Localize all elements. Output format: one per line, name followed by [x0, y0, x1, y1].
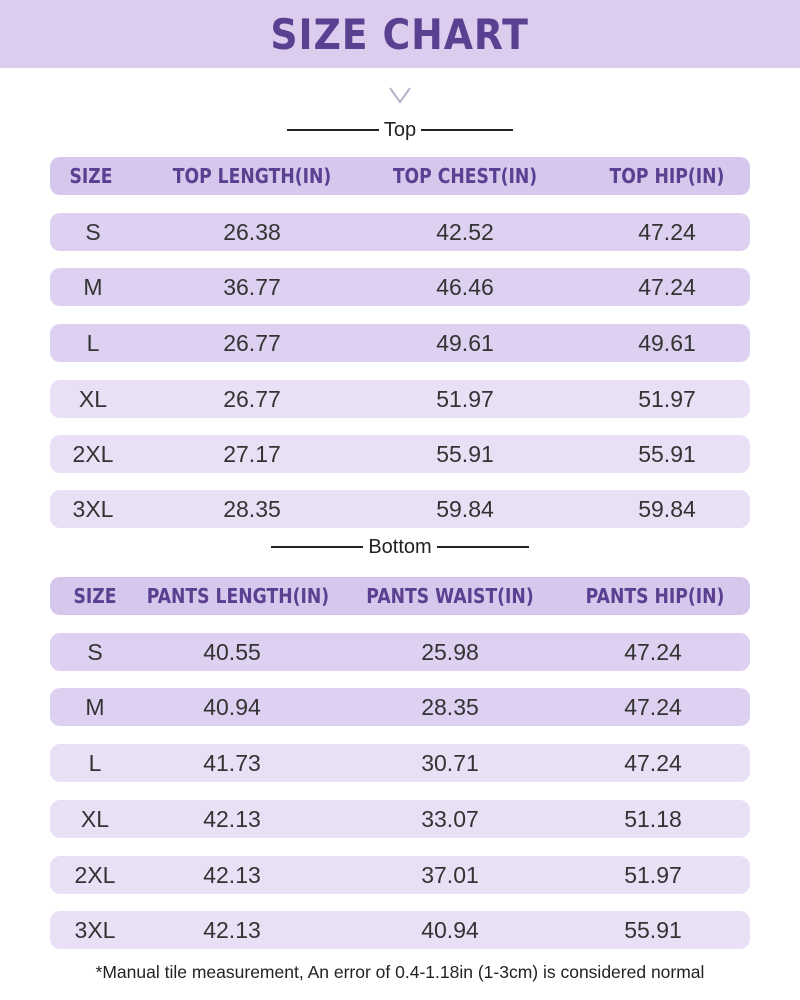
header-cell: TOP LENGTH(IN) — [172, 164, 332, 188]
divider-line — [271, 546, 364, 548]
table-cell: 47.24 — [638, 219, 696, 245]
table-row: L 26.77 49.61 49.61 — [50, 324, 750, 362]
table-cell: 51.97 — [624, 862, 682, 888]
table-cell: 42.13 — [203, 806, 261, 832]
table-cell: 40.94 — [203, 694, 261, 720]
table-row: S 40.55 25.98 47.24 — [50, 633, 750, 671]
header-cell: SIZE — [73, 584, 117, 608]
table-cell: 55.91 — [436, 441, 494, 467]
table-row: L 41.73 30.71 47.24 — [50, 744, 750, 782]
table-cell: 25.98 — [421, 639, 479, 665]
page-title: SIZE CHART — [270, 9, 530, 59]
table-cell: 49.61 — [436, 330, 494, 356]
divider-line — [436, 546, 529, 548]
title-banner: SIZE CHART — [0, 0, 800, 68]
table-row: 2XL 27.17 55.91 55.91 — [50, 435, 750, 473]
table-cell: 28.35 — [223, 496, 281, 522]
table-cell: 46.46 — [436, 274, 494, 300]
bottom-table-header: SIZE PANTS LENGTH(IN) PANTS WAIST(IN) PA… — [50, 577, 750, 615]
table-row: S 26.38 42.52 47.24 — [50, 213, 750, 251]
table-cell: 55.91 — [638, 441, 696, 467]
divider-line — [421, 129, 514, 131]
header-cell: PANTS HIP(IN) — [585, 584, 725, 608]
header-cell: SIZE — [69, 164, 113, 188]
table-cell: 49.61 — [638, 330, 696, 356]
size-cell: L — [88, 750, 102, 776]
table-cell: 59.84 — [436, 496, 494, 522]
table-cell: 55.91 — [624, 917, 682, 943]
divider-line — [286, 129, 379, 131]
table-row: 2XL 42.13 37.01 51.97 — [50, 856, 750, 894]
table-cell: 26.38 — [223, 219, 281, 245]
table-cell: 51.97 — [436, 386, 494, 412]
size-cell: M — [85, 694, 105, 720]
size-cell: XL — [80, 806, 110, 832]
size-cell: S — [85, 219, 101, 245]
header-cell: PANTS WAIST(IN) — [366, 584, 534, 608]
table-cell: 47.24 — [624, 750, 682, 776]
table-cell: 47.24 — [624, 694, 682, 720]
size-cell: 3XL — [74, 917, 116, 943]
table-cell: 40.55 — [203, 639, 261, 665]
table-cell: 41.73 — [203, 750, 261, 776]
size-cell: L — [86, 330, 100, 356]
table-cell: 37.01 — [421, 862, 479, 888]
table-cell: 30.71 — [421, 750, 479, 776]
size-cell: 2XL — [74, 862, 116, 888]
size-cell: 3XL — [72, 496, 114, 522]
table-cell: 36.77 — [223, 274, 281, 300]
table-cell: 51.18 — [624, 806, 682, 832]
table-row: 3XL 42.13 40.94 55.91 — [50, 911, 750, 949]
table-cell: 42.13 — [203, 862, 261, 888]
size-cell: S — [87, 639, 103, 665]
table-cell: 42.52 — [436, 219, 494, 245]
size-cell: XL — [78, 386, 108, 412]
table-cell: 28.35 — [421, 694, 479, 720]
table-cell: 33.07 — [421, 806, 479, 832]
table-cell: 47.24 — [624, 639, 682, 665]
top-label-text: Top — [383, 118, 417, 141]
table-row: M 40.94 28.35 47.24 — [50, 688, 750, 726]
measurement-footnote: *Manual tile measurement, An error of 0.… — [95, 962, 705, 982]
table-row: XL 26.77 51.97 51.97 — [50, 380, 750, 418]
header-cell: TOP HIP(IN) — [609, 164, 725, 188]
chevron-down-icon — [389, 87, 411, 104]
table-row: M 36.77 46.46 47.24 — [50, 268, 750, 306]
table-cell: 51.97 — [638, 386, 696, 412]
table-cell: 59.84 — [638, 496, 696, 522]
table-cell: 27.17 — [223, 441, 281, 467]
size-cell: 2XL — [72, 441, 114, 467]
table-cell: 26.77 — [223, 330, 281, 356]
top-table-header: SIZE TOP LENGTH(IN) TOP CHEST(IN) TOP HI… — [50, 157, 750, 195]
header-cell: PANTS LENGTH(IN) — [146, 584, 330, 608]
table-cell: 26.77 — [223, 386, 281, 412]
header-cell: TOP CHEST(IN) — [392, 164, 538, 188]
table-row: XL 42.13 33.07 51.18 — [50, 800, 750, 838]
table-cell: 42.13 — [203, 917, 261, 943]
table-cell: 47.24 — [638, 274, 696, 300]
top-section-label: Top — [0, 118, 800, 142]
table-cell: 40.94 — [421, 917, 479, 943]
bottom-section-label: Bottom — [0, 535, 800, 559]
size-cell: M — [83, 274, 103, 300]
bottom-label-text: Bottom — [368, 535, 432, 558]
table-row: 3XL 28.35 59.84 59.84 — [50, 490, 750, 528]
